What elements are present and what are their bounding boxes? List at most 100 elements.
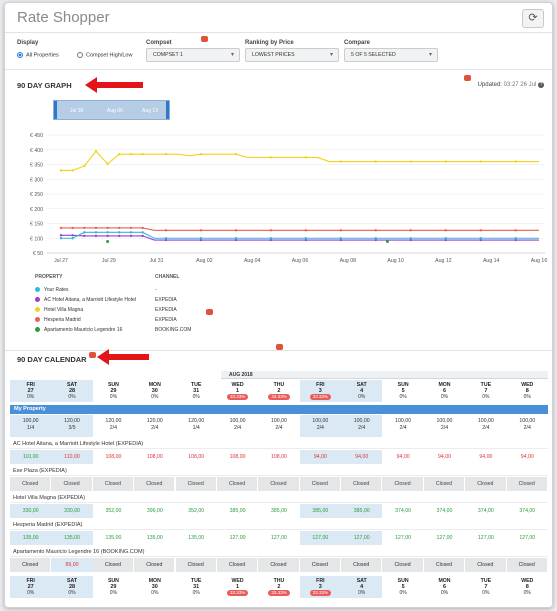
calendar-day[interactable]: MON 6 0% [424, 380, 465, 402]
data-point[interactable] [71, 226, 74, 230]
rate-cell[interactable]: 374,00 [436, 508, 453, 514]
data-point[interactable] [94, 226, 98, 230]
rate-cell[interactable]: 94,00 [479, 454, 493, 460]
comment-icon[interactable] [201, 36, 208, 42]
data-point[interactable] [234, 237, 238, 240]
compare-select[interactable]: 5 OF 5 SELECTED ▾ [344, 48, 438, 62]
data-point[interactable] [106, 226, 109, 230]
calendar-day[interactable]: TUE 7 0% [465, 380, 506, 402]
rate-cell[interactable]: 110,00 [10, 450, 52, 464]
data-point[interactable] [409, 229, 412, 232]
closed-cell[interactable]: Closed [299, 558, 341, 572]
data-point[interactable] [304, 238, 308, 242]
rate-cell[interactable]: 385,00 [229, 508, 246, 514]
closed-cell[interactable]: Closed [299, 477, 341, 491]
calendar-day[interactable]: SAT 28 0% [51, 380, 93, 402]
data-point[interactable] [118, 152, 121, 156]
calendar-day[interactable]: WED 8 0% [507, 576, 548, 598]
data-point[interactable] [444, 229, 447, 232]
data-point[interactable] [199, 229, 203, 232]
rate-cell[interactable]: 135,00 [188, 535, 205, 541]
legend-item[interactable]: Hesperia Madrid EXPEDIA [35, 317, 177, 323]
data-point[interactable] [409, 237, 412, 240]
calendar-day[interactable]: SUN 29 0% [93, 380, 134, 402]
rate-cell[interactable]: 108,00 [271, 454, 287, 460]
data-point[interactable] [385, 239, 389, 243]
data-point[interactable] [479, 229, 482, 232]
data-point[interactable] [129, 231, 133, 234]
data-point[interactable] [374, 160, 377, 163]
range-slider[interactable]: Jul 30 Aug 06 Aug 13 [53, 100, 170, 120]
rate-cell[interactable]: 127,00 [229, 535, 246, 541]
data-point[interactable] [164, 152, 168, 156]
data-point[interactable] [374, 229, 377, 232]
radio-all-properties[interactable]: All Properties [17, 52, 59, 58]
calendar-day[interactable]: MON 30 0% [134, 380, 175, 402]
slider-handle-left[interactable] [54, 101, 57, 119]
data-point[interactable] [199, 237, 203, 240]
my-property-rate[interactable]: 100,00 2/4 [258, 415, 299, 437]
rate-cell[interactable]: 330,00 [51, 504, 93, 518]
closed-cell[interactable]: Closed [258, 477, 300, 491]
my-property-rate[interactable]: 120,00 2/4 [134, 415, 175, 437]
rate-cell[interactable]: 94,00 [341, 450, 383, 464]
rate-cell[interactable]: 127,00 [436, 535, 453, 541]
closed-cell[interactable]: Closed [506, 477, 548, 491]
data-point[interactable] [234, 238, 238, 242]
my-property-rate[interactable]: 120,00 1/4 [176, 415, 217, 437]
data-point[interactable] [59, 234, 63, 237]
my-property-rate[interactable]: 100,00 2/4 [382, 415, 423, 437]
data-point[interactable] [129, 234, 133, 238]
calendar-day[interactable]: TUE 7 0% [465, 576, 506, 598]
closed-cell[interactable]: Closed [92, 558, 135, 572]
rate-cell[interactable]: 89,00 [51, 558, 93, 572]
rate-cell[interactable]: 108,00 [229, 454, 246, 460]
data-point[interactable] [304, 237, 308, 240]
closed-cell[interactable]: Closed [51, 477, 93, 491]
data-point[interactable] [304, 229, 308, 232]
calendar-day[interactable]: WED 1 33.33% [217, 380, 258, 402]
closed-cell[interactable]: Closed [92, 477, 135, 491]
rate-cell[interactable]: 127,00 [271, 535, 287, 541]
rate-cell[interactable]: 385,00 [299, 504, 341, 518]
rate-cell[interactable]: 385,00 [341, 504, 383, 518]
rate-cell[interactable]: 108,00 [188, 454, 205, 460]
rate-cell[interactable]: 374,00 [477, 508, 494, 514]
my-property-rate[interactable]: 120,00 3/5 [51, 415, 93, 437]
closed-cell[interactable]: Closed [465, 558, 507, 572]
my-property-rate[interactable]: 100,00 1/4 [10, 415, 52, 437]
data-point[interactable] [71, 234, 74, 237]
data-point[interactable] [444, 160, 447, 163]
refresh-button[interactable]: ⟳ [522, 9, 544, 28]
data-point[interactable] [59, 226, 63, 230]
rate-cell[interactable]: 374,00 [519, 508, 536, 514]
calendar-day[interactable]: THU 2 33.33% [258, 380, 299, 402]
data-point[interactable] [164, 229, 168, 232]
rate-cell[interactable]: 108,00 [146, 454, 163, 460]
calendar-day[interactable]: TUE 31 0% [176, 380, 217, 402]
data-point[interactable] [141, 152, 144, 156]
data-point[interactable] [269, 229, 273, 232]
legend-item[interactable]: Hotel Villa Magna EXPEDIA [35, 307, 177, 313]
data-point[interactable] [199, 152, 203, 156]
my-property-rate[interactable]: 100,00 2/4 [424, 415, 465, 437]
rate-cell[interactable]: 135,00 [146, 535, 163, 541]
closed-cell[interactable]: Closed [382, 558, 424, 572]
data-point[interactable] [514, 238, 517, 242]
closed-cell[interactable]: Closed [423, 558, 466, 572]
data-point[interactable] [374, 238, 377, 242]
closed-cell[interactable]: Closed [175, 558, 217, 572]
my-property-rate[interactable]: 100,00 2/4 [217, 415, 258, 437]
data-point[interactable] [106, 231, 109, 234]
data-point[interactable] [164, 238, 168, 242]
calendar-day[interactable]: TUE 31 0% [176, 576, 217, 598]
calendar-day[interactable]: MON 30 0% [134, 576, 175, 598]
closed-cell[interactable]: Closed [134, 477, 176, 491]
closed-cell[interactable]: Closed [175, 477, 217, 491]
data-point[interactable] [83, 226, 86, 230]
calendar-day[interactable]: FRI 27 0% [10, 380, 52, 402]
data-point[interactable] [164, 237, 168, 240]
data-point[interactable] [339, 160, 343, 163]
data-point[interactable] [479, 238, 482, 242]
calendar-day[interactable]: FRI 27 0% [10, 576, 52, 598]
